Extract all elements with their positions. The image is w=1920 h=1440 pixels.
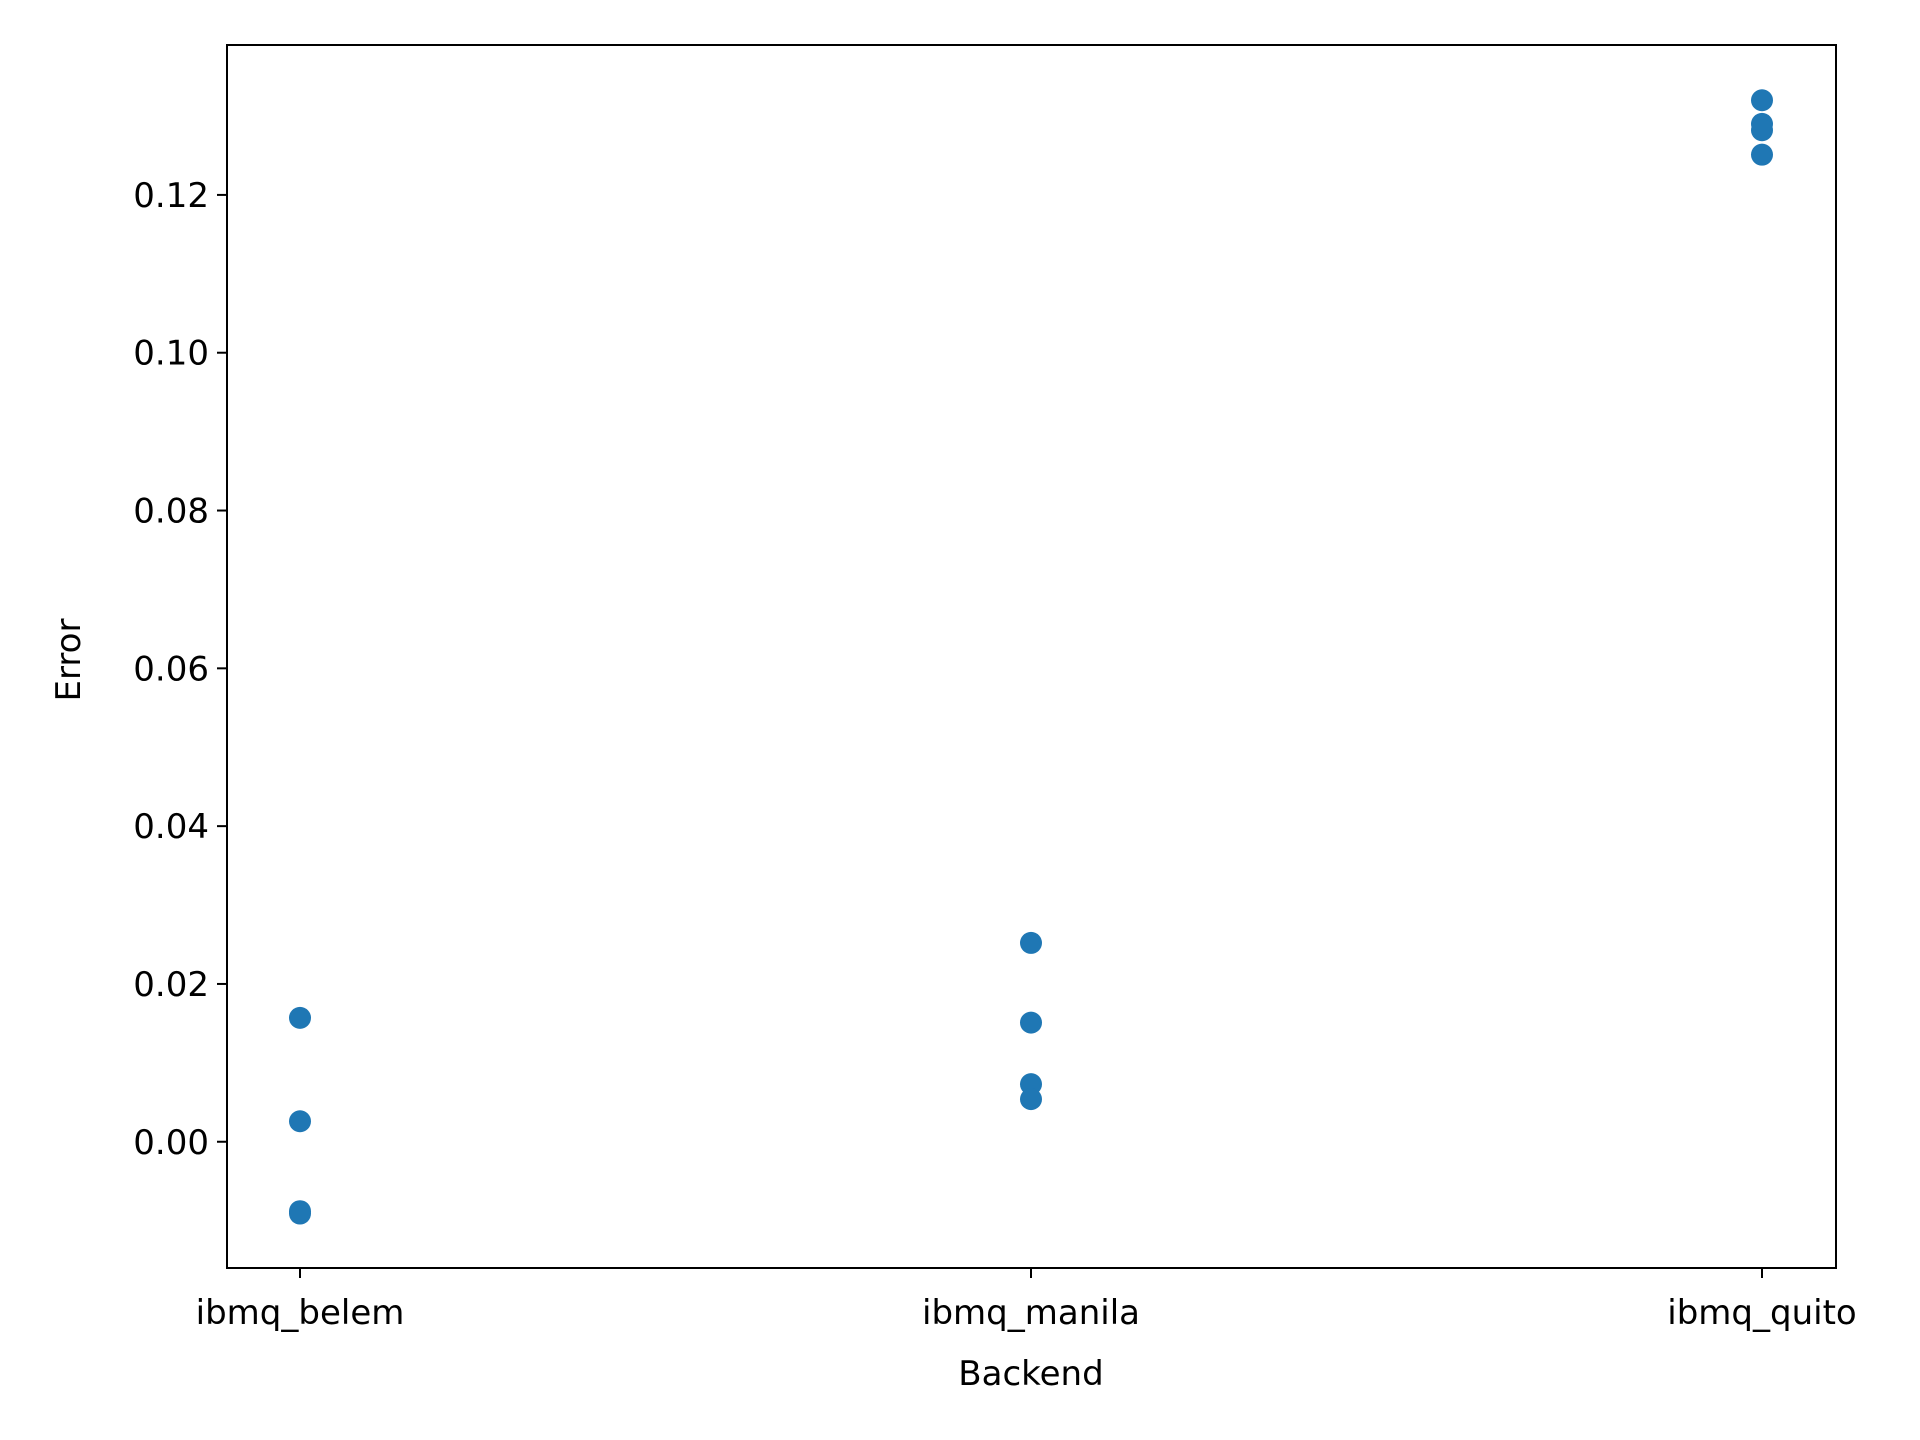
y-tick-label: 0.04 <box>133 807 209 847</box>
x-axis-label: Backend <box>958 1354 1103 1394</box>
data-points <box>289 89 1773 1225</box>
data-point <box>1020 931 1042 954</box>
data-point <box>289 1110 311 1133</box>
y-tick-label: 0.08 <box>133 492 209 532</box>
y-tick-label: 0.02 <box>133 965 209 1005</box>
x-tick-label: ibmq_quito <box>1667 1293 1856 1333</box>
y-tick-label: 0.10 <box>133 334 209 374</box>
data-point <box>1751 119 1773 142</box>
data-point <box>1751 89 1773 112</box>
x-tick-label: ibmq_belem <box>196 1293 405 1333</box>
data-point <box>1751 143 1773 166</box>
y-axis-ticks: 0.00 0.02 0.04 0.06 0.08 0.10 0.12 <box>133 176 227 1163</box>
y-tick-label: 0.06 <box>133 649 209 689</box>
x-axis-ticks: ibmq_belem ibmq_manila ibmq_quito <box>196 1268 1857 1333</box>
y-axis-label: Error <box>49 619 89 702</box>
x-tick-label: ibmq_manila <box>922 1293 1140 1333</box>
data-point <box>289 1006 311 1029</box>
data-point <box>289 1202 311 1225</box>
plot-frame <box>226 44 1837 1269</box>
y-tick-label: 0.12 <box>133 176 209 216</box>
y-tick-label: 0.00 <box>133 1123 209 1163</box>
data-point <box>1020 1011 1042 1034</box>
data-point <box>1020 1088 1042 1111</box>
